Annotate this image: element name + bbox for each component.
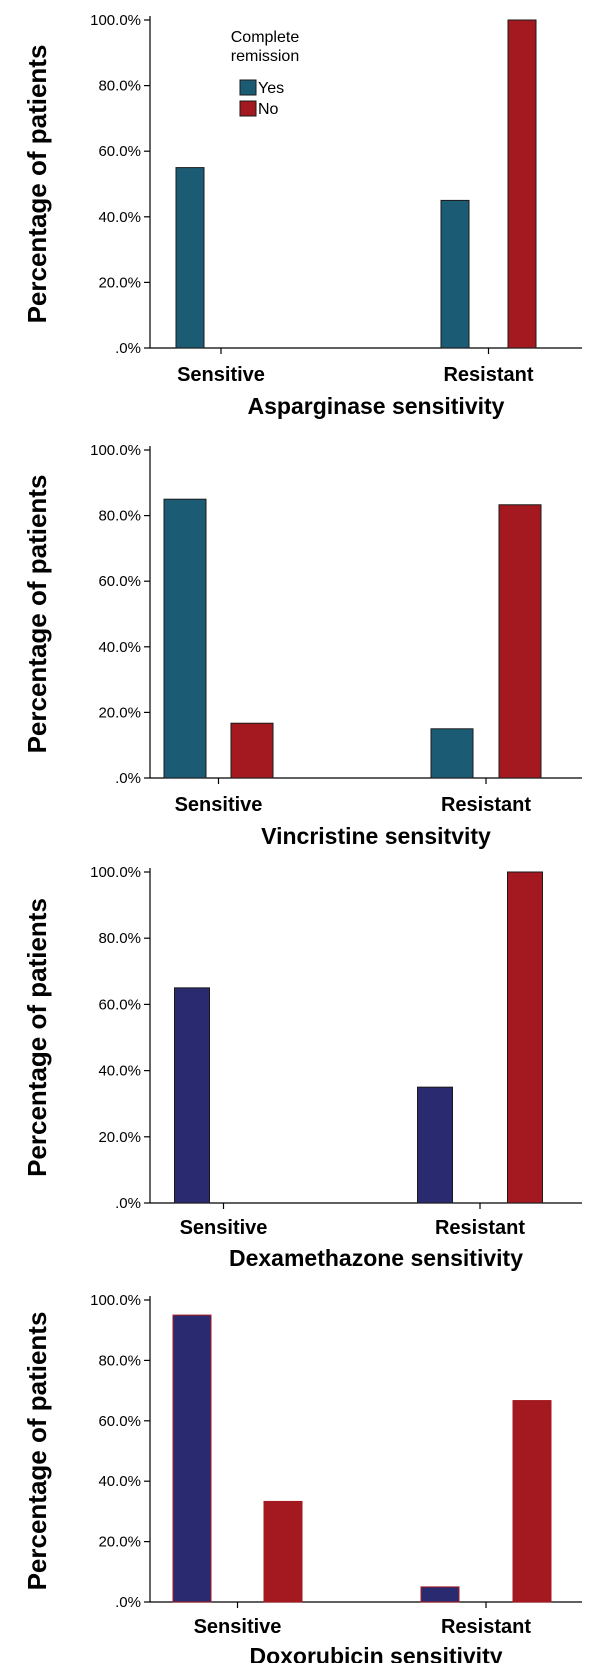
bar-chart-2: .0% 20.0% 40.0% 60.0% 80.0% 100.0% Percentage … bbox=[22, 442, 582, 849]
bar-yes-sensitive bbox=[163, 498, 207, 779]
x-axis-label: Vincristine sensitvity bbox=[261, 823, 491, 849]
legend: Complete remission Yes No bbox=[231, 29, 300, 118]
y-tick-label: 60.0% bbox=[98, 1413, 141, 1430]
bar-yes-resistant bbox=[430, 728, 474, 779]
x-tick-label: Resistant bbox=[441, 1616, 531, 1638]
x-tick-label: Resistant bbox=[443, 364, 533, 386]
y-tick-label: 80.0% bbox=[98, 508, 141, 525]
bar-yes-resistant bbox=[417, 1086, 453, 1204]
y-tick-label: .0% bbox=[115, 1594, 141, 1611]
legend-label-no: No bbox=[258, 101, 279, 118]
y-tick-label: 100.0% bbox=[90, 1292, 141, 1309]
legend-title: Complete bbox=[231, 29, 300, 46]
legend-title: remission bbox=[231, 48, 299, 65]
bar-yes-sensitive bbox=[174, 987, 210, 1204]
bar-yes-sensitive bbox=[175, 167, 205, 349]
y-tick-label: 20.0% bbox=[98, 1129, 141, 1146]
x-tick-label: Resistant bbox=[441, 794, 531, 816]
x-axis-label: Asparginase sensitivity bbox=[248, 393, 505, 419]
y-tick-label: .0% bbox=[115, 770, 141, 787]
bar-yes-sensitive bbox=[172, 1314, 212, 1603]
bar-yes-resistant bbox=[420, 1586, 460, 1603]
y-tick-label: 40.0% bbox=[98, 209, 141, 226]
bar-no-resistant bbox=[498, 504, 542, 779]
bar-yes-resistant bbox=[440, 199, 470, 349]
y-tick-label: .0% bbox=[115, 340, 141, 357]
x-axis-label: Doxorubicin sensitivity bbox=[249, 1643, 502, 1663]
x-axis-label: Dexamethazone sensitivity bbox=[229, 1245, 523, 1271]
y-tick-label: 100.0% bbox=[90, 442, 141, 459]
x-tick-label: Sensitive bbox=[194, 1616, 282, 1638]
x-tick-label: Sensitive bbox=[180, 1217, 268, 1239]
x-tick-label: Resistant bbox=[435, 1217, 525, 1239]
bar-no-sensitive bbox=[230, 722, 274, 779]
y-tick-label: 80.0% bbox=[98, 78, 141, 95]
bar-no-sensitive bbox=[263, 1500, 303, 1603]
bar-chart-4: .0% 20.0% 40.0% 60.0% 80.0% 100.0% Percentage … bbox=[22, 1292, 582, 1663]
x-tick-label: Sensitive bbox=[177, 364, 265, 386]
legend-label-yes: Yes bbox=[258, 80, 284, 97]
y-axis-label: Percentage of patients bbox=[22, 898, 52, 1177]
y-tick-label: 60.0% bbox=[98, 143, 141, 160]
y-tick-label: 80.0% bbox=[98, 930, 141, 947]
y-tick-label: 20.0% bbox=[98, 1534, 141, 1551]
bar-chart-3: .0% 20.0% 40.0% 60.0% 80.0% 100.0% Percentage … bbox=[22, 864, 582, 1271]
y-axis-label: Percentage of patients bbox=[22, 475, 52, 754]
y-axis-label: Percentage of patients bbox=[22, 45, 52, 324]
bar-no-resistant bbox=[507, 19, 537, 349]
y-tick-label: 40.0% bbox=[98, 639, 141, 656]
legend-swatch-yes bbox=[239, 79, 257, 96]
bar-no-resistant bbox=[507, 871, 543, 1204]
y-tick-label: 80.0% bbox=[98, 1352, 141, 1369]
y-tick-label: 60.0% bbox=[98, 573, 141, 590]
y-tick-label: 60.0% bbox=[98, 996, 141, 1013]
y-tick-label: 100.0% bbox=[90, 864, 141, 881]
bar-chart-1: .0% 20.0% 40.0% 60.0% 80.0% 100.0% Percentage … bbox=[22, 12, 582, 419]
x-tick-label: Sensitive bbox=[175, 794, 263, 816]
y-tick-label: 100.0% bbox=[90, 12, 141, 29]
legend-swatch-no bbox=[239, 100, 257, 117]
y-tick-label: .0% bbox=[115, 1195, 141, 1212]
y-tick-label: 40.0% bbox=[98, 1063, 141, 1080]
y-axis-label: Percentage of patients bbox=[22, 1312, 52, 1591]
y-tick-label: 20.0% bbox=[98, 704, 141, 721]
y-tick-label: 20.0% bbox=[98, 274, 141, 291]
bar-no-resistant bbox=[512, 1400, 552, 1603]
y-tick-label: 40.0% bbox=[98, 1473, 141, 1490]
